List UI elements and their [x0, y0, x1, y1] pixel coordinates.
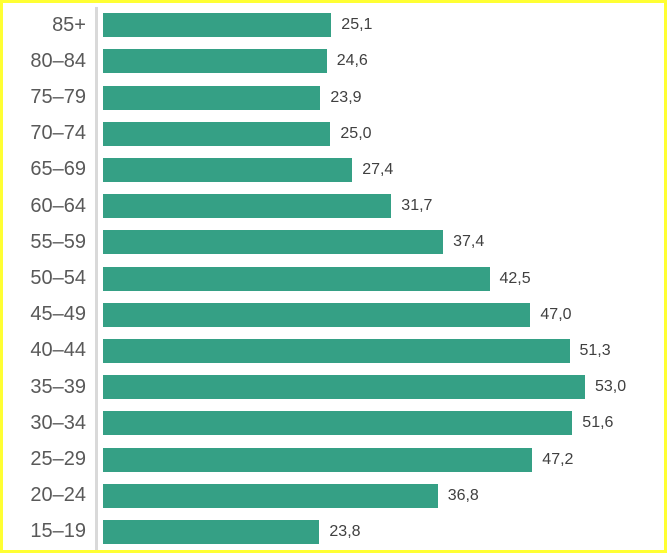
category-label: 55–59	[30, 230, 86, 253]
category-label: 50–54	[30, 267, 86, 290]
category-label: 35–39	[30, 375, 86, 398]
category-label: 30–34	[30, 411, 86, 434]
category-label: 70–74	[30, 122, 86, 145]
value-label: 24,6	[336, 52, 368, 70]
plot-cell: 37,4	[95, 224, 664, 261]
value-label: 42,5	[499, 269, 531, 287]
value-label: 37,4	[453, 233, 485, 251]
bar	[103, 338, 570, 363]
bar-row: 40–44 51,3	[3, 332, 664, 370]
plot-cell: 27,4	[95, 151, 664, 189]
value-label: 27,4	[362, 160, 394, 178]
category-label: 40–44	[30, 339, 86, 362]
plot-cell: 42,5	[95, 260, 664, 297]
bar-row: 80–84 24,6	[3, 43, 664, 80]
bar	[103, 266, 490, 291]
category-label: 45–49	[30, 303, 86, 326]
value-label: 25,0	[340, 124, 372, 142]
value-label: 25,1	[341, 16, 373, 34]
bar	[103, 13, 332, 38]
value-label: 23,9	[330, 88, 362, 106]
plot-cell: 25,1	[95, 7, 664, 44]
bar-row: 30–34 51,6	[3, 405, 664, 442]
plot-cell: 23,8	[95, 513, 664, 550]
plot-cell: 47,2	[95, 441, 664, 478]
bar-row: 15–19 23,8	[3, 513, 664, 550]
bar	[103, 49, 327, 74]
bar-row: 65–69 27,4	[3, 151, 664, 189]
bar-row: 45–49 47,0	[3, 296, 664, 333]
category-label: 85+	[52, 13, 86, 36]
bar-row: 85+ 25,1	[3, 7, 664, 44]
bar	[103, 121, 331, 146]
bar	[103, 447, 533, 472]
bar-row: 50–54 42,5	[3, 260, 664, 297]
value-label: 51,3	[579, 341, 611, 359]
category-label: 15–19	[30, 520, 86, 543]
plot-cell: 53,0	[95, 369, 664, 406]
bar-row: 20–24 36,8	[3, 477, 664, 514]
bar	[103, 194, 392, 219]
category-label: 60–64	[30, 194, 86, 217]
plot-cell: 47,0	[95, 296, 664, 333]
bar	[103, 85, 321, 110]
category-label: 20–24	[30, 484, 86, 507]
category-label: 25–29	[30, 448, 86, 471]
bar-row: 35–39 53,0	[3, 369, 664, 406]
category-label: 75–79	[30, 86, 86, 108]
bar-row: 75–79 23,9	[3, 79, 664, 116]
bar	[103, 519, 320, 544]
bar	[103, 483, 438, 508]
value-label: 36,8	[447, 486, 479, 504]
category-label: 65–69	[30, 158, 86, 181]
value-label: 51,6	[582, 414, 614, 432]
value-label: 23,8	[329, 522, 361, 540]
bar-row: 55–59 37,4	[3, 224, 664, 261]
plot-cell: 31,7	[95, 188, 664, 225]
plot-cell: 23,9	[95, 79, 664, 116]
value-label: 53,0	[595, 378, 627, 396]
plot-cell: 51,6	[95, 405, 664, 442]
bar	[103, 411, 573, 436]
value-label: 47,2	[542, 450, 574, 468]
bar	[103, 375, 585, 400]
bar	[103, 230, 444, 255]
value-label: 31,7	[401, 197, 433, 215]
value-label: 47,0	[540, 305, 572, 323]
bar-row: 60–64 31,7	[3, 188, 664, 225]
bar	[103, 157, 353, 182]
bar	[103, 302, 531, 327]
bar-chart: 85+ 25,1 80–84 24,6 75–79 23,9 70–74 25,0 65–69 2…	[3, 3, 664, 550]
bar-row: 25–29 47,2	[3, 441, 664, 478]
plot-cell: 24,6	[95, 43, 664, 80]
bar-row: 70–74 25,0	[3, 115, 664, 152]
category-label: 80–84	[30, 49, 86, 72]
plot-cell: 25,0	[95, 115, 664, 152]
plot-cell: 36,8	[95, 477, 664, 514]
plot-cell: 51,3	[95, 332, 664, 370]
